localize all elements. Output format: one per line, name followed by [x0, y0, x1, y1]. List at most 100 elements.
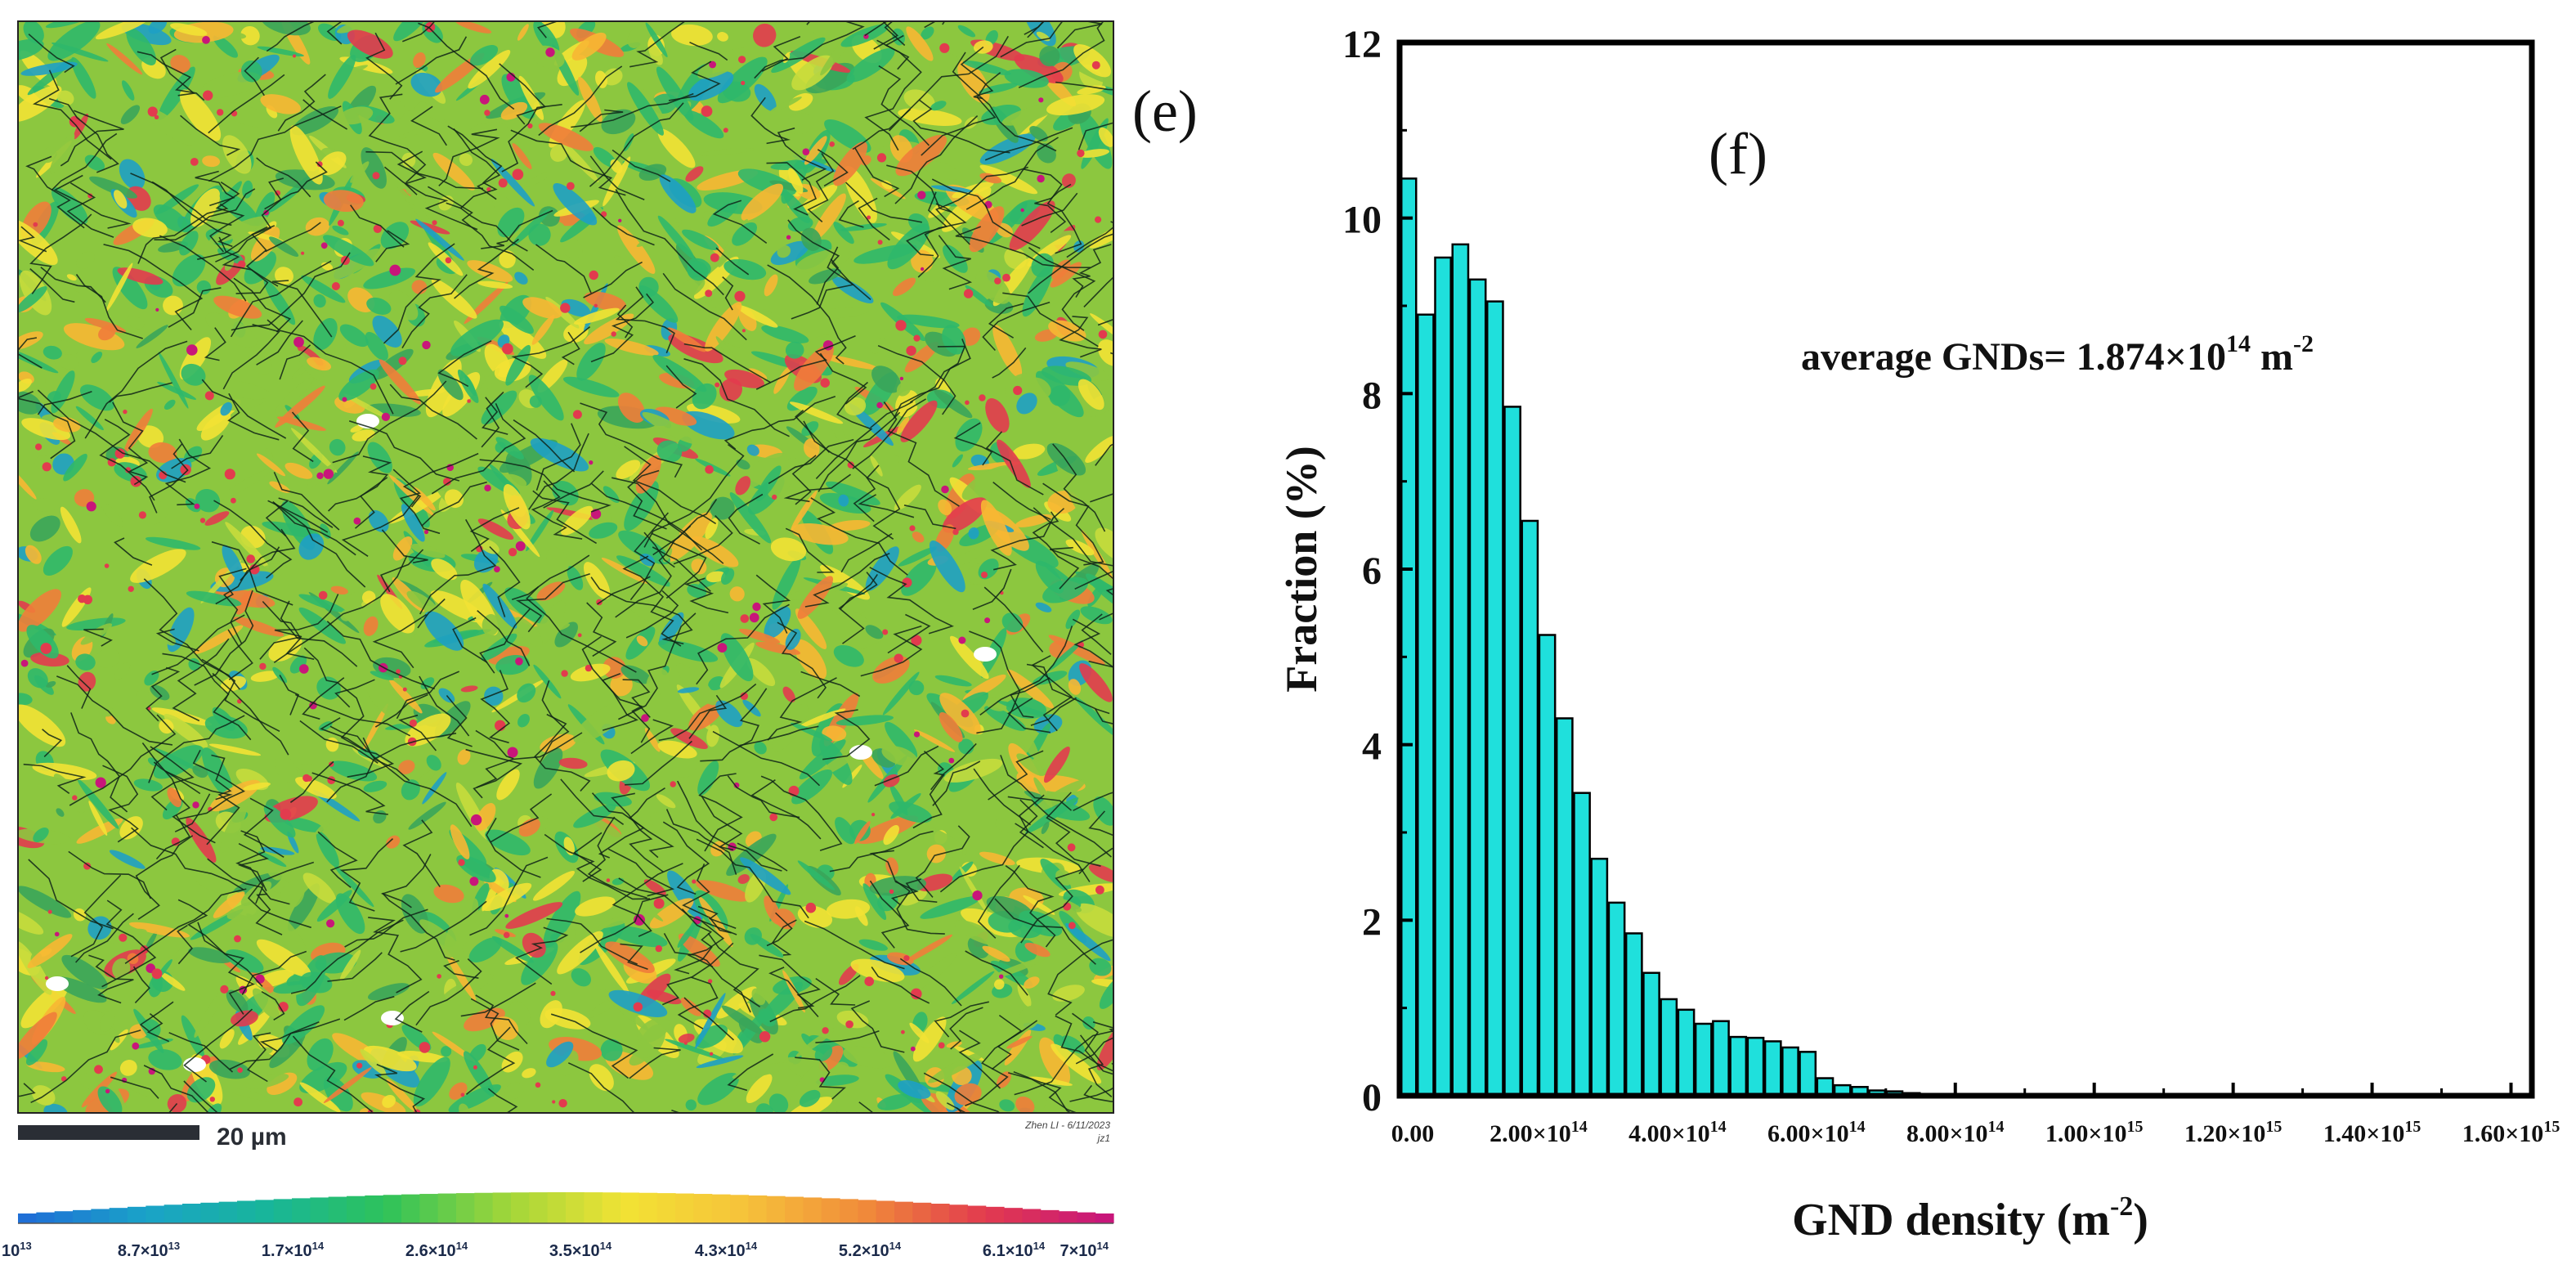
gnd-map-region	[885, 721, 918, 759]
colorbar-tick-label: 1.7×1014	[262, 1240, 325, 1260]
gnd-map-region	[329, 438, 346, 456]
gnd-map-region	[505, 902, 563, 929]
unindexed-region	[46, 976, 69, 991]
gnd-map-region	[595, 70, 607, 88]
grain-boundary	[665, 809, 737, 875]
gnd-map-region	[575, 896, 616, 917]
gnd-map-region	[155, 184, 199, 215]
gnd-map-region	[770, 537, 807, 562]
gnd-map-region	[437, 369, 464, 401]
colorbar-tick-base: 2.6×10	[405, 1242, 456, 1260]
gnd-hotspot	[1020, 208, 1024, 213]
gnd-map-region	[470, 45, 499, 66]
gnd-map-region	[157, 66, 195, 120]
y-axis-label: Fraction (%)	[1277, 446, 1326, 692]
grain-boundary	[750, 779, 822, 840]
gnd-hotspot	[94, 1065, 103, 1074]
gnd-map-region	[621, 822, 655, 853]
gnd-map-region	[500, 101, 528, 120]
gnd-hotspot	[323, 469, 334, 479]
gnd-hotspot	[484, 110, 491, 116]
gnd-map-region	[771, 37, 826, 74]
gnd-map-region	[729, 492, 772, 544]
gnd-map-region	[1004, 69, 1049, 88]
gnd-map-region	[456, 855, 496, 883]
grain-boundary	[400, 900, 487, 953]
grain-boundary	[382, 892, 455, 961]
panel-f-label: (f)	[1709, 121, 1767, 186]
gnd-map-region	[908, 680, 925, 696]
gnd-map-region	[790, 1061, 828, 1112]
gnd-map-region	[25, 545, 42, 564]
gnd-map-region	[123, 408, 153, 453]
gnd-map-region	[667, 870, 704, 920]
gnd-map-region	[332, 225, 349, 236]
grain-boundary	[513, 419, 576, 473]
grain-boundary	[227, 629, 253, 680]
gnd-map-region	[274, 755, 298, 783]
gnd-map-region	[656, 440, 683, 463]
gnd-map-region	[589, 522, 618, 539]
grain-boundary	[1088, 810, 1113, 837]
grain-boundary	[1047, 939, 1113, 1016]
gnd-map-region	[1041, 366, 1092, 386]
gnd-map-region	[242, 180, 253, 199]
gnd-map-region	[952, 971, 995, 1004]
grain-boundary	[1072, 618, 1113, 668]
gnd-map-region	[740, 857, 791, 895]
grain-boundary	[1073, 792, 1113, 812]
gnd-hotspot	[961, 709, 970, 718]
gnd-hotspot	[231, 497, 236, 504]
grain-boundary	[88, 954, 134, 1004]
gnd-hotspot	[502, 343, 513, 355]
gnd-map-region	[735, 476, 751, 496]
grain-boundary	[724, 396, 836, 450]
grain-boundary	[579, 109, 624, 132]
grain-boundary	[101, 899, 157, 988]
gnd-map-region	[18, 907, 44, 935]
gnd-hotspot	[939, 43, 950, 53]
colorbar-tick-label: 6.1×1014	[983, 1240, 1046, 1260]
gnd-hotspot	[913, 731, 921, 738]
grain-boundary	[988, 750, 1044, 801]
gnd-map-region	[911, 953, 957, 993]
grain-boundary	[662, 272, 747, 341]
gnd-map-region	[18, 218, 58, 266]
grain-boundary	[233, 277, 292, 333]
gnd-map-region	[697, 760, 719, 796]
grain-boundary	[515, 572, 590, 633]
gnd-map-region	[1014, 54, 1064, 83]
gnd-map-region	[225, 949, 264, 973]
gnd-map-region	[328, 54, 356, 99]
grain-boundary	[383, 166, 478, 231]
gnd-map-region	[63, 323, 125, 351]
gnd-map-region	[833, 141, 867, 186]
grain-boundary	[884, 21, 906, 47]
gnd-map-region	[553, 929, 576, 952]
grain-boundary	[1010, 677, 1051, 718]
gnd-map-region	[256, 453, 286, 477]
grain-boundary	[70, 712, 128, 813]
gnd-hotspot	[44, 976, 49, 980]
grain-boundary	[906, 191, 948, 257]
grain-boundary	[168, 1032, 234, 1073]
grain-boundary	[783, 473, 851, 503]
grain-boundary	[402, 21, 436, 43]
grain-boundary	[1007, 1072, 1072, 1113]
grain-boundary	[931, 178, 1041, 249]
gnd-map-region	[359, 1108, 371, 1113]
colorbar-segment	[620, 1192, 639, 1223]
grain-boundary	[612, 863, 683, 937]
gnd-hotspot	[572, 410, 582, 419]
grain-boundary	[69, 714, 177, 806]
gnd-hotspot	[409, 719, 417, 728]
gnd-hotspot	[486, 186, 491, 192]
grain-boundary	[211, 541, 293, 606]
gnd-map-region	[361, 147, 387, 189]
colorbar-tick-label: 3.5×1014	[549, 1240, 612, 1260]
gnd-map-region	[844, 165, 877, 223]
gnd-map-region	[18, 1012, 57, 1060]
gnd-map-region	[1081, 530, 1113, 579]
gnd-map-region	[60, 506, 82, 544]
gnd-map-region	[934, 389, 973, 419]
